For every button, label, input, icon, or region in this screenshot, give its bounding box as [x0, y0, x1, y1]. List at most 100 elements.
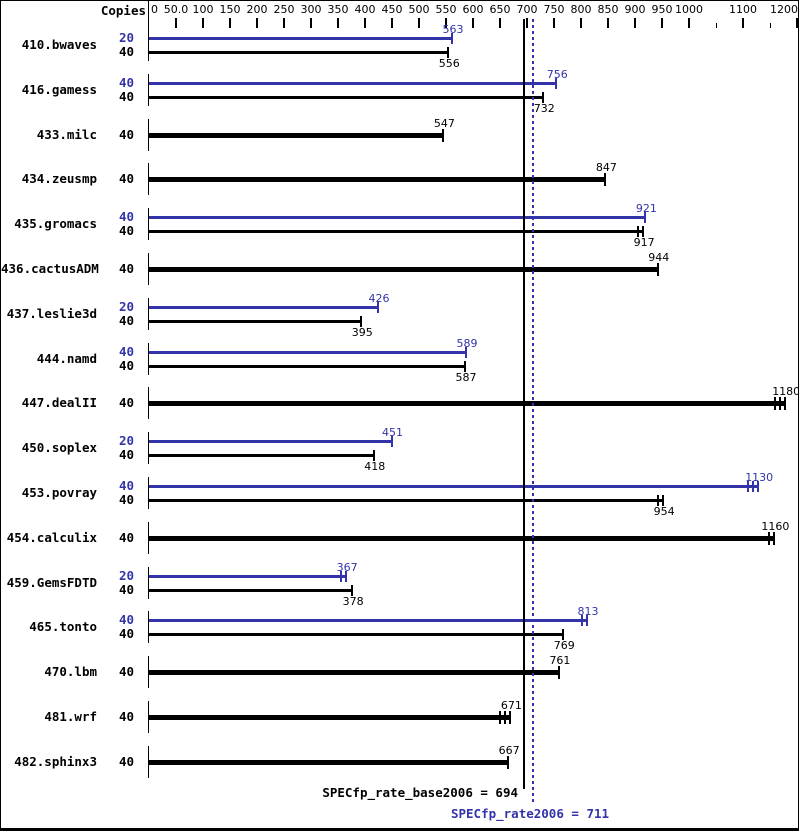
bar-end-cap	[351, 585, 353, 596]
group-axis-line	[148, 746, 149, 778]
copies-value: 20	[118, 299, 134, 314]
copies-value: 40	[118, 664, 134, 679]
axis-tick	[202, 18, 204, 28]
bar-value-label: 732	[533, 102, 555, 115]
result-bar-base	[149, 401, 786, 406]
bar-end-cap	[757, 481, 759, 492]
benchmark-label: 416.gamess	[21, 82, 97, 97]
result-bar-base	[149, 177, 606, 182]
axis-tick	[445, 18, 447, 28]
axis-tick	[256, 18, 258, 28]
axis-tick	[499, 18, 501, 28]
axis-tick-label: 0	[151, 3, 158, 16]
group-axis-line	[148, 74, 149, 106]
copies-value: 20	[118, 433, 134, 448]
group-axis-line	[148, 701, 149, 733]
bar-end-cap	[752, 481, 754, 492]
bar-end-cap	[542, 92, 544, 103]
result-bar-base	[149, 365, 466, 368]
result-bar-base	[149, 320, 362, 323]
bar-value-label: 556	[438, 57, 460, 70]
axis-tick-label: 650	[489, 3, 511, 16]
axis-tick-label: 250	[273, 3, 295, 16]
bar-end-cap	[657, 263, 659, 276]
bar-end-cap	[604, 173, 606, 186]
axis-tick-label: 500	[408, 3, 430, 16]
bar-end-cap	[464, 361, 466, 372]
bar-value-label: 813	[577, 605, 599, 618]
bar-value-label: 426	[368, 292, 390, 305]
axis-tick	[391, 18, 393, 28]
peak-reference-line	[532, 19, 534, 805]
copies-value: 40	[118, 709, 134, 724]
axis-tick	[553, 18, 555, 28]
result-bar-peak	[149, 440, 393, 443]
copies-value: 40	[118, 530, 134, 545]
axis-tick-label: 300	[300, 3, 322, 16]
bar-value-label: 587	[455, 371, 477, 384]
bar-end-cap	[499, 711, 501, 724]
axis-tick	[283, 18, 285, 28]
bar-end-cap	[637, 226, 639, 237]
axis-tick	[580, 18, 582, 28]
result-bar-peak	[149, 37, 453, 40]
axis-tick	[229, 18, 231, 28]
axis-tick	[526, 18, 528, 28]
bar-value-label: 367	[336, 561, 358, 574]
result-bar-peak	[149, 619, 588, 622]
bar-end-cap	[509, 711, 511, 724]
group-axis-line	[148, 343, 149, 375]
axis-tick-label: 400	[354, 3, 376, 16]
result-bar-peak	[149, 216, 646, 219]
benchmark-label: 435.gromacs	[14, 216, 97, 231]
bar-end-cap	[784, 397, 786, 410]
axis-tick-label: 600	[462, 3, 484, 16]
copies-value: 40	[118, 612, 134, 627]
axis-tick	[310, 18, 312, 28]
result-bar-peak	[149, 306, 379, 309]
benchmark-label: 459.GemsFDTD	[6, 575, 97, 590]
bar-end-cap	[377, 302, 379, 313]
copies-value: 20	[118, 30, 134, 45]
bar-end-cap	[345, 571, 347, 582]
bar-value-label: 954	[653, 505, 675, 518]
group-axis-line	[148, 567, 149, 599]
bar-end-cap	[644, 212, 646, 223]
axis-tick-label: 50.0	[163, 3, 189, 16]
axis-tick-label: 750	[543, 3, 565, 16]
bar-value-label: 667	[498, 744, 520, 757]
result-bar-base	[149, 267, 659, 272]
bar-value-label: 1130	[745, 471, 774, 484]
group-axis-line	[148, 522, 149, 554]
bar-end-cap	[442, 129, 444, 142]
axis-tick-label: 100	[192, 3, 214, 16]
result-bar-base	[149, 760, 509, 765]
base-reference-line	[523, 19, 525, 789]
copies-value: 40	[118, 313, 134, 328]
bar-end-cap	[451, 33, 453, 44]
axis-tick	[742, 18, 744, 28]
benchmark-label: 454.calculix	[6, 530, 97, 545]
result-bar-peak	[149, 351, 467, 354]
axis-tick-label: 450	[381, 3, 403, 16]
result-bar-base	[149, 633, 564, 636]
bar-value-label: 917	[633, 236, 655, 249]
group-axis-line	[148, 611, 149, 643]
benchmark-label: 481.wrf	[44, 709, 97, 724]
copies-value: 40	[118, 75, 134, 90]
axis-baseline	[148, 1, 149, 31]
bar-end-cap	[558, 666, 560, 679]
copies-value: 40	[118, 447, 134, 462]
axis-tick	[634, 18, 636, 28]
bar-end-cap	[662, 495, 664, 506]
bar-value-label: 378	[342, 595, 364, 608]
axis-minor-tick	[770, 23, 771, 28]
axis-tick-label: 1000	[675, 3, 703, 16]
peak-score-text: SPECfp_rate2006 = 711	[450, 806, 610, 821]
bar-end-cap	[447, 47, 449, 58]
benchmark-label: 453.povray	[21, 485, 97, 500]
benchmark-label: 434.zeusmp	[21, 171, 97, 186]
copies-value: 40	[118, 89, 134, 104]
benchmark-label: 437.leslie3d	[6, 306, 97, 321]
